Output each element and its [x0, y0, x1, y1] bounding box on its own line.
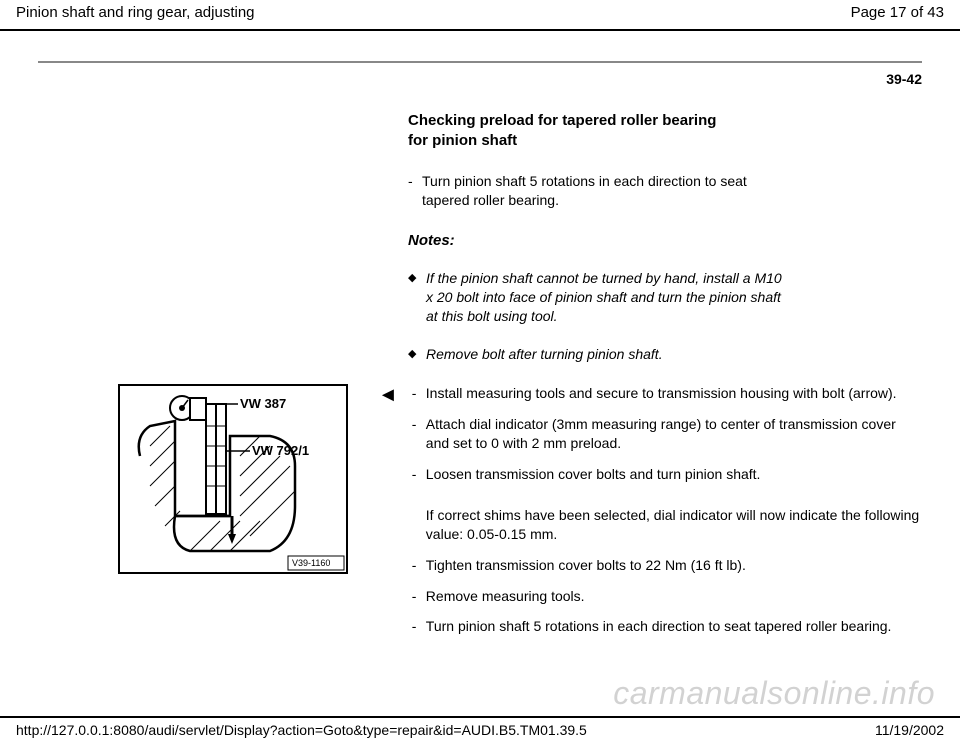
- step-text: Remove measuring tools.: [426, 587, 585, 606]
- list-item: ◆ Remove bolt after turning pinion shaft…: [408, 345, 788, 364]
- list-item: ◆ If the pinion shaft cannot be turned b…: [408, 269, 788, 326]
- note-text: Remove bolt after turning pinion shaft.: [426, 345, 663, 364]
- section-title: Checking preload for tapered roller bear…: [408, 111, 788, 150]
- technical-figure: VW 387 VW 792/1 V39-1160: [118, 384, 348, 574]
- step-text: Install measuring tools and secure to tr…: [426, 384, 897, 403]
- tool-label-1: VW 387: [240, 396, 286, 411]
- step-text: Turn pinion shaft 5 rotations in each di…: [426, 617, 892, 636]
- list-item: - Attach dial indicator (3mm measuring r…: [412, 415, 922, 453]
- note-text: If the pinion shaft cannot be turned by …: [426, 269, 788, 326]
- dash-icon: -: [412, 587, 426, 606]
- section2-text: - Install measuring tools and secure to …: [412, 384, 922, 658]
- list-item: - Turn pinion shaft 5 rotations in each …: [412, 617, 922, 636]
- dash-icon: -: [412, 415, 426, 453]
- footer-date: 11/19/2002: [875, 722, 944, 738]
- list-item: - Install measuring tools and secure to …: [412, 384, 922, 403]
- step-list-1: - Turn pinion shaft 5 rotations in each …: [408, 172, 788, 210]
- notes-label: Notes:: [408, 232, 788, 249]
- page-number: 39-42: [0, 63, 960, 87]
- content: Checking preload for tapered roller bear…: [0, 111, 960, 658]
- result-note: If correct shims have been selected, dia…: [412, 506, 922, 544]
- dash-icon: -: [412, 617, 426, 636]
- drawing-id: V39-1160: [292, 558, 330, 568]
- list-item: - Tighten transmission cover bolts to 22…: [412, 556, 922, 575]
- footer: http://127.0.0.1:8080/audi/servlet/Displ…: [0, 716, 960, 742]
- step-list-3: - Tighten transmission cover bolts to 22…: [412, 556, 922, 637]
- arrow-left-icon: ◄: [378, 384, 398, 407]
- top-bar: Pinion shaft and ring gear, adjusting Pa…: [0, 0, 960, 31]
- footer-url: http://127.0.0.1:8080/audi/servlet/Displ…: [16, 722, 587, 738]
- notes-list: ◆ If the pinion shaft cannot be turned b…: [408, 269, 788, 365]
- tool-label-2: VW 792/1: [252, 443, 309, 458]
- title-line2: for pinion shaft: [408, 132, 517, 149]
- diamond-icon: ◆: [408, 269, 426, 326]
- dash-icon: -: [412, 465, 426, 484]
- step-text: Loosen transmission cover bolts and turn…: [426, 465, 761, 484]
- list-item: - Turn pinion shaft 5 rotations in each …: [408, 172, 788, 210]
- list-item: - Loosen transmission cover bolts and tu…: [412, 465, 922, 484]
- step-list-2: - Install measuring tools and secure to …: [412, 384, 922, 484]
- dash-icon: -: [412, 556, 426, 575]
- figure-svg: VW 387 VW 792/1 V39-1160: [120, 386, 346, 572]
- section-checking-preload: Checking preload for tapered roller bear…: [408, 111, 788, 364]
- section-with-figure: VW 387 VW 792/1 V39-1160 ◄ - Install mea…: [38, 384, 922, 658]
- header-left: Pinion shaft and ring gear, adjusting: [16, 4, 255, 21]
- step-text: Tighten transmission cover bolts to 22 N…: [426, 556, 746, 575]
- dash-icon: -: [412, 384, 426, 403]
- diamond-icon: ◆: [408, 345, 426, 364]
- watermark: carmanualsonline.info: [613, 675, 935, 712]
- dash-icon: -: [408, 172, 422, 210]
- header-right: Page 17 of 43: [851, 4, 944, 21]
- title-line1: Checking preload for tapered roller bear…: [408, 112, 716, 129]
- list-item: - Remove measuring tools.: [412, 587, 922, 606]
- step-text: Attach dial indicator (3mm measuring ran…: [426, 415, 922, 453]
- step-text: Turn pinion shaft 5 rotations in each di…: [422, 172, 788, 210]
